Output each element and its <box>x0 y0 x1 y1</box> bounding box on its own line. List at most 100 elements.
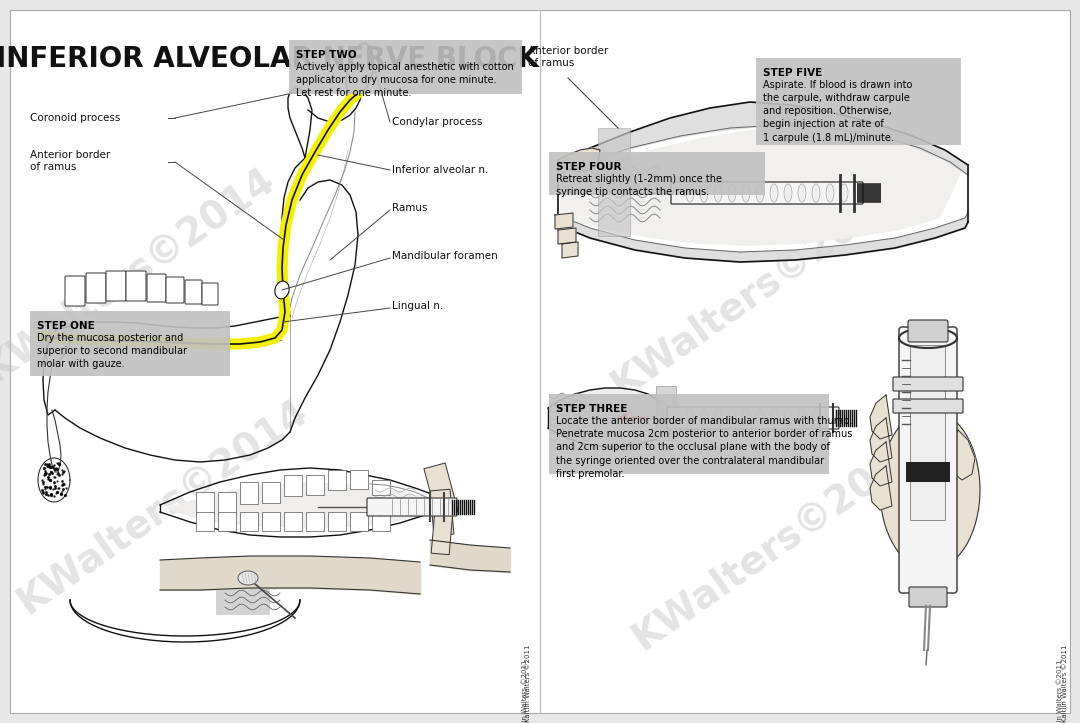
Ellipse shape <box>784 184 792 202</box>
Ellipse shape <box>826 184 834 202</box>
FancyBboxPatch shape <box>283 474 301 495</box>
FancyBboxPatch shape <box>240 511 257 531</box>
Ellipse shape <box>770 184 778 202</box>
FancyBboxPatch shape <box>283 511 301 531</box>
Polygon shape <box>548 388 669 447</box>
Text: Dry the mucosa posterior and
superior to second mandibular
molar with gauze.: Dry the mucosa posterior and superior to… <box>37 333 187 369</box>
Text: Ramus: Ramus <box>392 203 428 213</box>
Polygon shape <box>430 489 454 536</box>
Ellipse shape <box>274 281 289 299</box>
Ellipse shape <box>238 571 258 585</box>
FancyBboxPatch shape <box>216 566 270 615</box>
FancyBboxPatch shape <box>166 277 184 303</box>
Text: Inferior alveolar n.: Inferior alveolar n. <box>392 165 488 175</box>
Ellipse shape <box>880 410 980 570</box>
Text: Aspirate. If blood is drawn into
the carpule, withdraw carpule
and reposition. O: Aspirate. If blood is drawn into the car… <box>762 80 913 142</box>
Text: Coronoid process: Coronoid process <box>30 113 120 123</box>
FancyBboxPatch shape <box>906 462 950 482</box>
FancyBboxPatch shape <box>86 273 106 303</box>
Text: of ramus: of ramus <box>30 162 77 172</box>
FancyBboxPatch shape <box>549 394 829 474</box>
FancyBboxPatch shape <box>549 152 765 195</box>
Ellipse shape <box>714 184 723 202</box>
Text: Kaitlin Walters ©2011: Kaitlin Walters ©2011 <box>1057 659 1063 723</box>
FancyBboxPatch shape <box>10 10 1070 713</box>
FancyBboxPatch shape <box>217 511 235 531</box>
Polygon shape <box>948 430 975 480</box>
Polygon shape <box>555 213 573 229</box>
FancyBboxPatch shape <box>240 482 257 503</box>
FancyBboxPatch shape <box>195 492 214 515</box>
Polygon shape <box>558 228 576 244</box>
Ellipse shape <box>756 184 764 202</box>
FancyBboxPatch shape <box>671 182 863 204</box>
FancyBboxPatch shape <box>910 345 945 520</box>
Ellipse shape <box>742 184 750 202</box>
Text: STEP FIVE: STEP FIVE <box>762 68 822 78</box>
Polygon shape <box>165 482 440 528</box>
Text: Condylar process: Condylar process <box>392 117 483 127</box>
FancyBboxPatch shape <box>30 311 230 376</box>
Ellipse shape <box>798 409 806 427</box>
Text: Lingual n.: Lingual n. <box>392 301 443 311</box>
FancyBboxPatch shape <box>893 399 963 413</box>
FancyBboxPatch shape <box>350 511 367 531</box>
FancyBboxPatch shape <box>350 469 367 489</box>
FancyBboxPatch shape <box>261 511 280 531</box>
Ellipse shape <box>700 184 708 202</box>
Ellipse shape <box>700 409 708 427</box>
Text: Anterior border: Anterior border <box>30 150 110 160</box>
Ellipse shape <box>812 409 820 427</box>
Ellipse shape <box>728 184 735 202</box>
Ellipse shape <box>784 409 792 427</box>
FancyBboxPatch shape <box>327 511 346 531</box>
Polygon shape <box>558 148 600 172</box>
Polygon shape <box>562 242 578 258</box>
Polygon shape <box>424 463 458 517</box>
Ellipse shape <box>728 409 735 427</box>
Ellipse shape <box>840 184 848 202</box>
FancyBboxPatch shape <box>106 271 126 301</box>
FancyBboxPatch shape <box>893 377 963 391</box>
FancyBboxPatch shape <box>908 320 948 342</box>
Polygon shape <box>870 395 892 439</box>
Text: STEP TWO: STEP TWO <box>296 50 357 60</box>
Ellipse shape <box>798 184 806 202</box>
Ellipse shape <box>756 409 764 427</box>
Polygon shape <box>431 511 453 555</box>
Text: KWalters©2014: KWalters©2014 <box>625 428 930 656</box>
Polygon shape <box>870 442 892 486</box>
FancyBboxPatch shape <box>185 280 202 304</box>
Ellipse shape <box>686 184 694 202</box>
Text: STEP FOUR: STEP FOUR <box>555 162 621 172</box>
Text: Kaitlin Walters ©2011: Kaitlin Walters ©2011 <box>525 644 531 722</box>
Polygon shape <box>561 127 966 246</box>
Text: Locate the anterior border of mandibular ramus with thumb.
Penetrate mucosa 2cm : Locate the anterior border of mandibular… <box>555 416 852 479</box>
Ellipse shape <box>770 409 778 427</box>
FancyBboxPatch shape <box>306 474 324 495</box>
Text: Kaitlin Walters ©2011: Kaitlin Walters ©2011 <box>1062 644 1068 722</box>
Text: Anterior border
of ramus: Anterior border of ramus <box>528 46 608 68</box>
Text: STEP ONE: STEP ONE <box>37 321 95 331</box>
FancyBboxPatch shape <box>306 511 324 531</box>
FancyBboxPatch shape <box>202 283 218 305</box>
Text: KWalters©2014: KWalters©2014 <box>10 392 314 620</box>
FancyBboxPatch shape <box>65 276 85 306</box>
Ellipse shape <box>812 184 820 202</box>
Ellipse shape <box>686 409 694 427</box>
FancyBboxPatch shape <box>147 274 166 302</box>
FancyBboxPatch shape <box>372 479 390 495</box>
Text: STEP THREE: STEP THREE <box>555 404 627 414</box>
Polygon shape <box>870 466 892 510</box>
FancyBboxPatch shape <box>909 587 947 607</box>
FancyBboxPatch shape <box>372 511 390 531</box>
Ellipse shape <box>742 409 750 427</box>
Text: Kaitlin Walters ©2011: Kaitlin Walters ©2011 <box>522 659 528 723</box>
Text: Mandibular foramen: Mandibular foramen <box>392 251 498 261</box>
FancyBboxPatch shape <box>261 482 280 503</box>
FancyBboxPatch shape <box>126 271 146 301</box>
FancyBboxPatch shape <box>756 58 961 145</box>
FancyBboxPatch shape <box>899 327 957 593</box>
Text: Actively apply topical anesthetic with cotton
applicator to dry mucosa for one m: Actively apply topical anesthetic with c… <box>296 61 514 98</box>
FancyBboxPatch shape <box>327 469 346 489</box>
